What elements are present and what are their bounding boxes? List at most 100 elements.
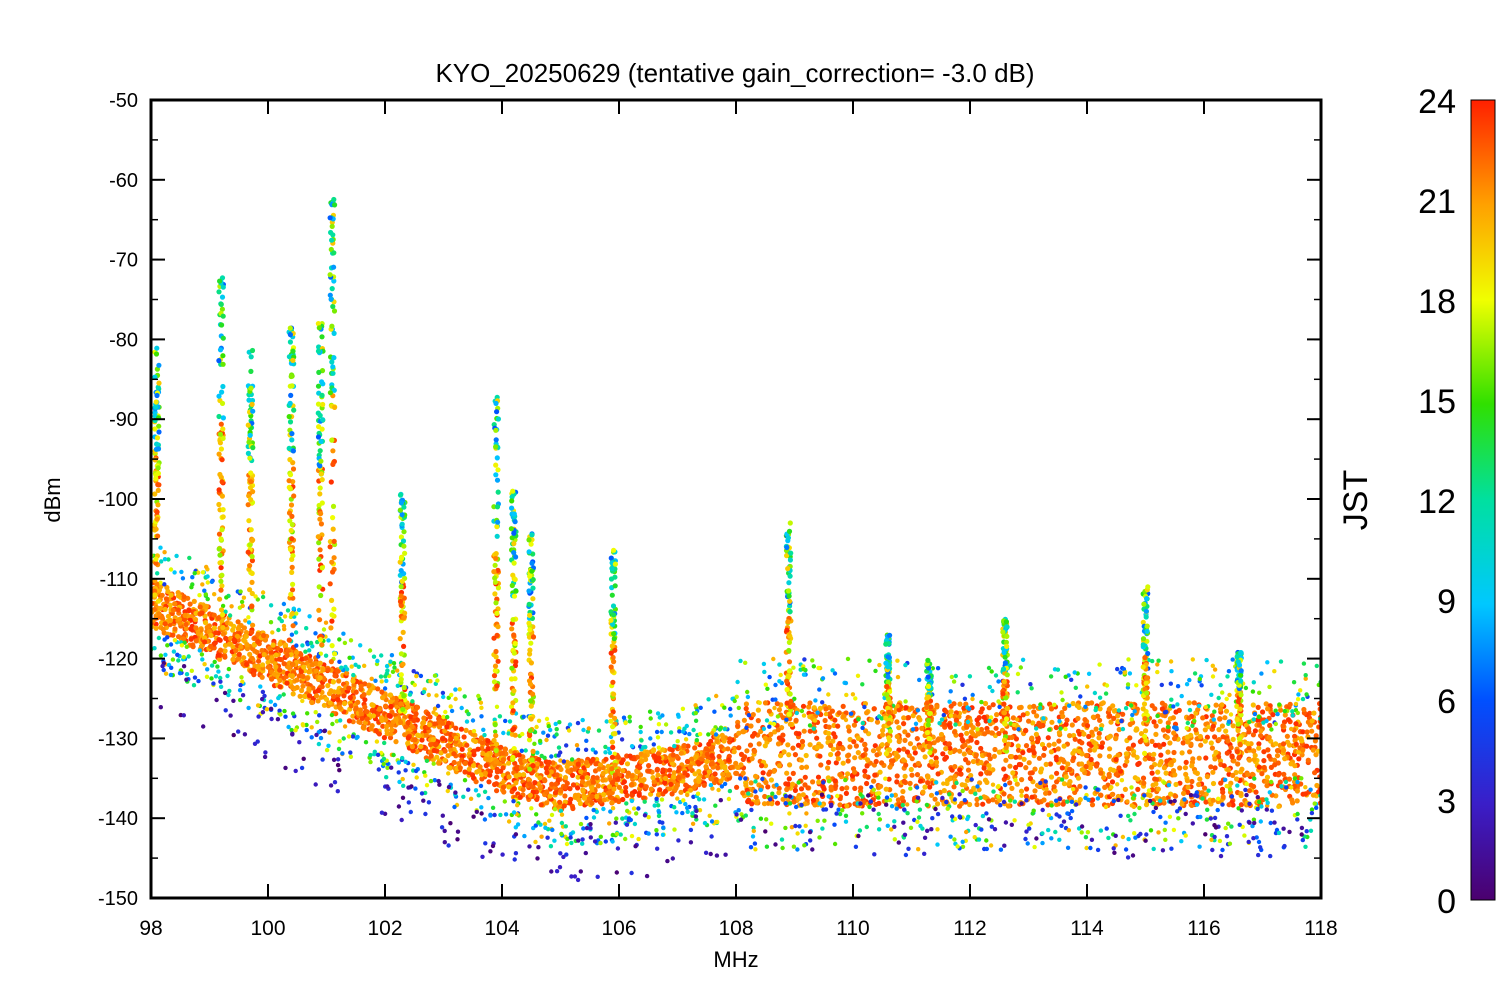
data-point — [1142, 793, 1147, 798]
data-point — [277, 677, 283, 684]
data-point — [835, 745, 841, 751]
data-point — [318, 694, 324, 700]
data-point — [1163, 770, 1169, 776]
data-point — [559, 812, 565, 817]
data-point — [802, 774, 808, 780]
data-point — [636, 792, 642, 798]
data-point — [1159, 700, 1165, 706]
data-point — [459, 746, 465, 752]
data-point — [776, 785, 782, 792]
data-point — [847, 744, 853, 750]
data-point — [1026, 718, 1032, 724]
data-point — [1030, 744, 1036, 750]
data-point — [761, 661, 767, 667]
data-point — [230, 657, 236, 663]
data-point — [1119, 778, 1125, 783]
data-point — [249, 629, 255, 635]
data-point — [714, 738, 720, 745]
data-point — [890, 758, 896, 764]
data-point — [1256, 741, 1262, 747]
data-point — [746, 797, 752, 803]
data-point — [967, 801, 973, 808]
data-point — [536, 820, 541, 825]
data-point — [749, 756, 755, 762]
data-point — [790, 770, 796, 777]
data-point — [1043, 790, 1049, 796]
data-point — [575, 774, 581, 780]
data-point — [478, 735, 485, 741]
data-point — [1038, 769, 1044, 775]
data-point — [445, 714, 450, 720]
data-point — [326, 638, 331, 643]
data-point — [864, 780, 870, 787]
data-point — [289, 673, 296, 679]
data-point — [183, 621, 189, 628]
data-point — [680, 706, 686, 711]
data-point — [989, 669, 994, 674]
data-point — [284, 652, 290, 659]
data-point — [1151, 719, 1157, 725]
data-point — [894, 733, 900, 740]
data-point — [1073, 685, 1079, 690]
data-point — [1053, 829, 1058, 835]
data-point — [1106, 706, 1112, 712]
data-point — [479, 705, 484, 710]
data-point — [1134, 683, 1139, 688]
data-point — [1116, 708, 1122, 713]
data-point — [580, 717, 585, 723]
data-point — [850, 692, 856, 697]
data-point — [677, 729, 682, 734]
data-point — [654, 729, 660, 735]
data-point — [978, 726, 985, 733]
data-point — [1066, 782, 1071, 787]
data-point — [1018, 762, 1024, 768]
data-point — [948, 834, 953, 839]
data-point — [1009, 785, 1015, 792]
data-point — [181, 655, 186, 660]
data-point — [172, 638, 178, 643]
data-point — [1228, 745, 1234, 751]
data-point — [1092, 690, 1098, 696]
data-point — [815, 710, 820, 715]
data-point — [771, 656, 776, 662]
data-point — [251, 672, 257, 678]
data-point — [1115, 782, 1120, 787]
data-point — [1003, 757, 1009, 763]
data-point — [1192, 718, 1197, 724]
data-point — [1158, 798, 1163, 803]
data-point — [802, 843, 807, 848]
data-point — [1155, 769, 1161, 775]
data-point — [1096, 735, 1102, 741]
data-point — [506, 774, 512, 780]
data-point — [901, 715, 907, 721]
data-point — [1301, 661, 1307, 666]
data-point — [1040, 831, 1045, 836]
data-point — [715, 765, 721, 771]
data-point — [1087, 765, 1093, 771]
data-point — [1212, 765, 1218, 771]
data-point — [1159, 682, 1165, 688]
data-point — [1269, 727, 1274, 732]
data-point — [960, 682, 965, 687]
data-point — [1001, 791, 1007, 797]
data-point — [1185, 784, 1191, 790]
data-point — [957, 701, 963, 707]
data-point — [177, 616, 183, 622]
data-point — [155, 571, 160, 576]
data-point — [1122, 670, 1127, 675]
data-point — [281, 601, 287, 607]
data-point — [832, 822, 837, 827]
data-point — [1286, 742, 1293, 748]
data-point — [681, 743, 687, 749]
data-point — [1036, 755, 1042, 761]
data-point — [1129, 717, 1135, 722]
data-point — [877, 817, 883, 822]
data-point — [769, 801, 775, 807]
data-point — [1076, 704, 1082, 711]
data-point — [1049, 836, 1054, 841]
data-point — [517, 757, 524, 763]
data-point — [218, 647, 224, 653]
data-point — [904, 749, 911, 755]
data-point — [626, 816, 632, 821]
data-point — [846, 728, 852, 734]
